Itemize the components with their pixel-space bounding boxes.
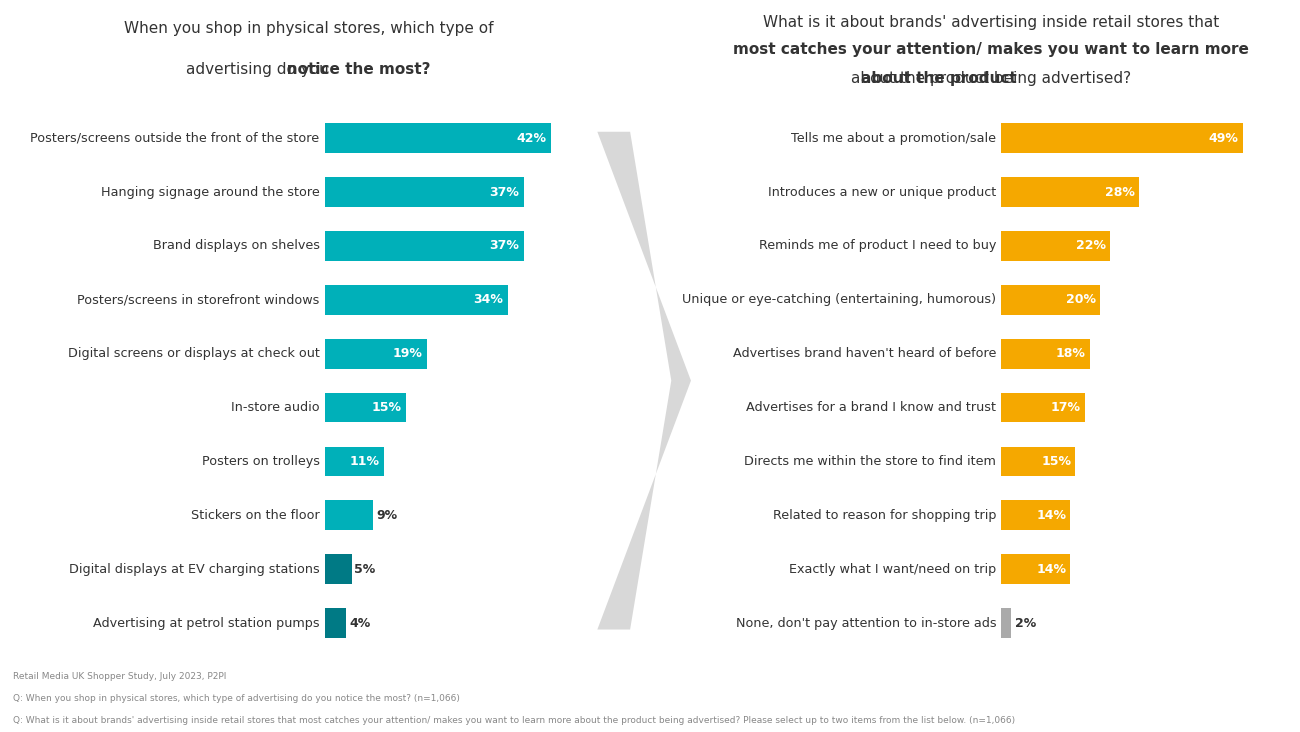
Polygon shape <box>598 132 692 630</box>
Text: In-store audio: In-store audio <box>231 401 320 414</box>
Bar <box>1001 285 1100 315</box>
Text: 4%: 4% <box>350 616 370 630</box>
Text: What is it about brands' advertising inside retail stores that: What is it about brands' advertising ins… <box>763 15 1219 31</box>
Text: Q: When you shop in physical stores, which type of advertising do you notice the: Q: When you shop in physical stores, whi… <box>13 694 460 703</box>
Text: Related to reason for shopping trip: Related to reason for shopping trip <box>772 509 996 522</box>
Bar <box>1001 554 1070 584</box>
Bar <box>1001 177 1139 207</box>
Bar <box>325 285 508 315</box>
Text: Hanging signage around the store: Hanging signage around the store <box>101 186 320 198</box>
Text: 19%: 19% <box>393 347 422 360</box>
Bar <box>325 447 384 477</box>
Text: 22%: 22% <box>1075 239 1105 253</box>
Bar <box>1001 608 1011 638</box>
Text: Stickers on the floor: Stickers on the floor <box>191 509 320 522</box>
Text: 37%: 37% <box>490 239 520 253</box>
Text: 14%: 14% <box>1036 509 1066 522</box>
Text: Advertises brand haven't heard of before: Advertises brand haven't heard of before <box>733 347 996 360</box>
Bar <box>1001 124 1243 153</box>
Text: Brand displays on shelves: Brand displays on shelves <box>152 239 320 253</box>
Text: Exactly what I want/need on trip: Exactly what I want/need on trip <box>789 563 996 575</box>
Text: 15%: 15% <box>372 401 402 414</box>
Bar <box>325 501 373 530</box>
Bar <box>325 554 352 584</box>
Text: Digital displays at EV charging stations: Digital displays at EV charging stations <box>69 563 320 575</box>
Bar <box>1001 501 1070 530</box>
Text: Tells me about a promotion/sale: Tells me about a promotion/sale <box>792 132 996 145</box>
Text: notice the most?: notice the most? <box>187 62 430 77</box>
Text: Q: What is it about brands' advertising inside retail stores that most catches y: Q: What is it about brands' advertising … <box>13 716 1015 725</box>
Bar <box>325 231 524 261</box>
Text: most catches your attention/ makes you want to learn more: most catches your attention/ makes you w… <box>733 42 1249 57</box>
Bar <box>1001 393 1086 422</box>
Text: 11%: 11% <box>350 455 380 468</box>
Text: Retail Media UK Shopper Study, July 2023, P2PI: Retail Media UK Shopper Study, July 2023… <box>13 672 226 681</box>
Text: 28%: 28% <box>1105 186 1135 198</box>
Bar <box>325 608 346 638</box>
Text: 37%: 37% <box>490 186 520 198</box>
Text: Advertising at petrol station pumps: Advertising at petrol station pumps <box>92 616 320 630</box>
Text: Unique or eye-catching (entertaining, humorous): Unique or eye-catching (entertaining, hu… <box>682 294 996 307</box>
Text: advertising do you: advertising do you <box>186 62 432 77</box>
Text: Posters on trolleys: Posters on trolleys <box>202 455 320 468</box>
Text: about the product: about the product <box>861 71 1122 86</box>
Bar <box>325 177 524 207</box>
Bar <box>1001 339 1089 368</box>
Text: Digital screens or displays at check out: Digital screens or displays at check out <box>68 347 320 360</box>
Text: 2%: 2% <box>1015 616 1036 630</box>
Text: Introduces a new or unique product: Introduces a new or unique product <box>768 186 996 198</box>
Text: 34%: 34% <box>473 294 503 307</box>
Text: 49%: 49% <box>1209 132 1239 145</box>
Text: 18%: 18% <box>1056 347 1086 360</box>
Text: Reminds me of product I need to buy: Reminds me of product I need to buy <box>759 239 996 253</box>
Text: 9%: 9% <box>376 509 396 522</box>
Bar <box>1001 231 1109 261</box>
Bar <box>325 124 551 153</box>
Text: about the product being advertised?: about the product being advertised? <box>852 71 1131 86</box>
Bar <box>325 339 426 368</box>
Text: Advertises for a brand I know and trust: Advertises for a brand I know and trust <box>746 401 996 414</box>
Text: 42%: 42% <box>516 132 546 145</box>
Text: Posters/screens outside the front of the store: Posters/screens outside the front of the… <box>30 132 320 145</box>
Text: None, don't pay attention to in-store ads: None, don't pay attention to in-store ad… <box>736 616 996 630</box>
Text: 15%: 15% <box>1041 455 1071 468</box>
Text: 20%: 20% <box>1066 294 1096 307</box>
Text: 14%: 14% <box>1036 563 1066 575</box>
Text: 5%: 5% <box>355 563 376 575</box>
Bar <box>1001 447 1075 477</box>
Text: Posters/screens in storefront windows: Posters/screens in storefront windows <box>77 294 320 307</box>
Bar <box>325 393 406 422</box>
Text: Directs me within the store to find item: Directs me within the store to find item <box>745 455 996 468</box>
Text: 17%: 17% <box>1050 401 1082 414</box>
Text: When you shop in physical stores, which type of: When you shop in physical stores, which … <box>124 20 494 36</box>
